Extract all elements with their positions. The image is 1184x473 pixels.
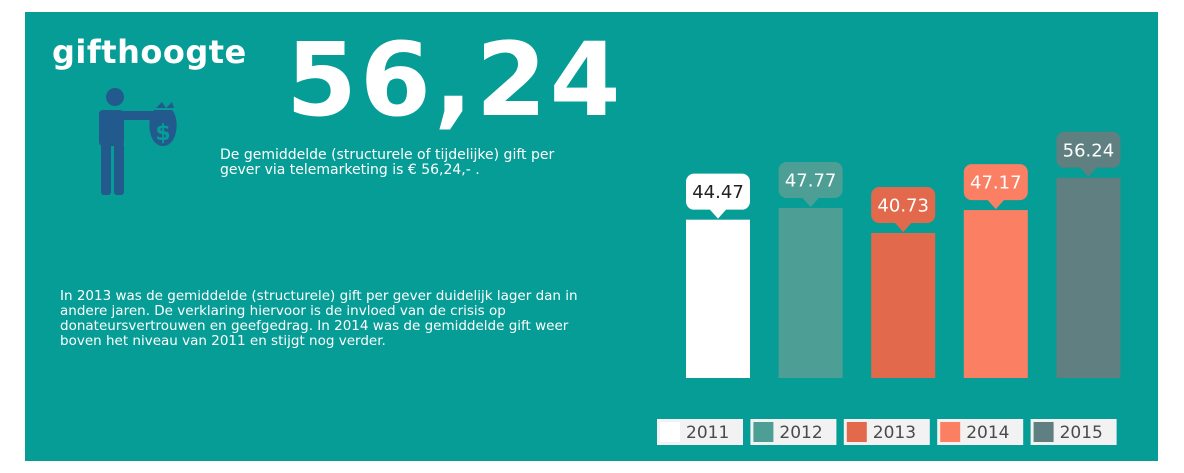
bar-2012 [778,207,843,378]
legend-swatch-2014 [940,422,961,442]
legend-swatch-2015 [1033,422,1054,442]
label-pointer-2013 [894,222,913,233]
label-bubble-2014 [963,164,1028,201]
data-label-2014: 47.17 [970,173,1022,194]
label-pointer-2015 [1079,166,1098,177]
legend-label-2011: 2011 [686,423,729,443]
label-pointer-2012 [801,196,820,207]
legend-swatch-2011 [660,422,680,442]
label-bubble-2013 [871,187,936,224]
dollar-sign-icon: $ [155,121,170,146]
data-label-2012: 47.77 [785,170,837,191]
legend-swatch-2013 [846,422,867,442]
infographic-title: gifthoogte [52,33,247,71]
bar-2014 [963,210,1028,378]
money-bag-icon: $ [149,102,177,146]
label-pointer-2011 [709,208,727,219]
legend-swatch-2012 [753,422,774,442]
body-text: In 2013 was de gemiddelde (structurele) … [60,288,578,349]
data-label-2013: 40.73 [877,196,929,217]
legend-label-2015: 2015 [1060,423,1103,443]
label-bubble-2012 [778,161,843,198]
headline-description: De gemiddelde (structurele of tijdelijke… [220,147,555,178]
label-pointer-2014 [986,199,1005,210]
legend-label-2014: 2014 [966,423,1009,443]
headline-value: 56,24 [286,21,624,140]
label-bubble-2011 [686,173,750,210]
bar-2013 [871,233,936,378]
legend-label-2013: 2013 [873,423,916,443]
data-label-2011: 44.47 [692,182,744,203]
person-icon: $ [99,88,177,195]
bar-2015 [1056,177,1121,378]
bar-2011 [686,219,750,378]
data-label-2015: 56.24 [1063,140,1115,161]
label-bubble-2015 [1056,131,1121,168]
legend-label-2012: 2012 [779,423,822,443]
